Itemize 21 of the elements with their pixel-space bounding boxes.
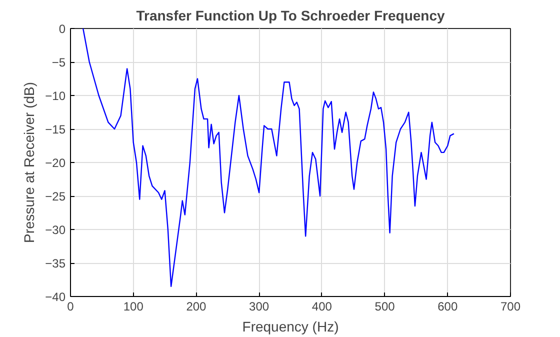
y-tick-label: −40 — [45, 290, 66, 304]
y-axis-title: Pressure at Receiver (dB) — [21, 82, 38, 244]
x-tick-label: 100 — [123, 300, 144, 314]
line-series — [82, 28, 455, 288]
x-tick-label: 400 — [312, 300, 332, 314]
x-tick-label: 700 — [500, 300, 521, 314]
y-tick-label: −25 — [45, 190, 66, 204]
chart-title: Transfer Function Up To Schroeder Frequency — [136, 8, 445, 24]
y-tick-label: 0 — [58, 22, 66, 36]
y-tick-label: −35 — [45, 256, 66, 270]
x-axis-title: Frequency (Hz) — [242, 318, 339, 334]
y-tick-label: −20 — [45, 156, 66, 170]
y-tick-label: −5 — [52, 56, 66, 70]
y-tick-label: −15 — [45, 122, 66, 136]
x-tick-label: 600 — [438, 300, 458, 314]
y-tick-label: −10 — [45, 89, 66, 103]
x-tick-label: 0 — [67, 300, 74, 314]
x-tick-label: 300 — [249, 300, 270, 314]
x-tick-label: 500 — [374, 300, 396, 314]
x-tick-label: 200 — [186, 300, 207, 314]
y-tick-label: −30 — [45, 223, 66, 237]
